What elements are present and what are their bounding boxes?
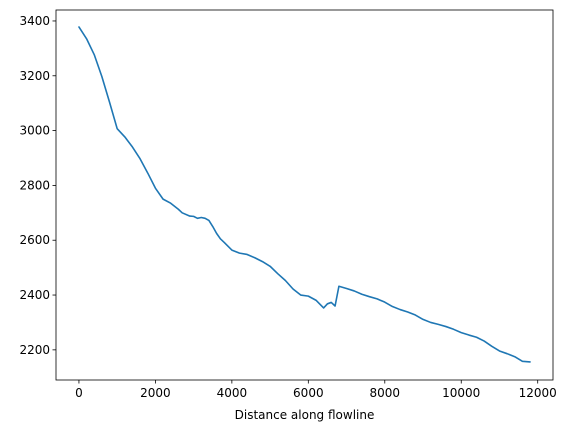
x-tick-label: 8000 (370, 386, 401, 400)
x-axis-ticks: 0 2000 4000 6000 8000 10000 12000 (75, 380, 557, 400)
y-tick-label: 2400 (19, 288, 50, 302)
series-line-0 (78, 26, 531, 363)
x-tick-label: 12000 (519, 386, 557, 400)
axes-frame (55, 9, 554, 381)
y-tick-label: 2800 (19, 178, 50, 192)
x-tick-label: 6000 (293, 386, 324, 400)
y-tick-label: 2200 (19, 343, 50, 357)
y-axis-ticks: 2200 2400 2600 2800 3000 3200 3400 (19, 14, 56, 357)
y-tick-label: 2600 (19, 233, 50, 247)
plot-area (55, 9, 554, 381)
x-axis-label: Distance along flowline (235, 408, 375, 422)
y-tick-label: 3400 (19, 14, 50, 28)
y-tick-label: 3000 (19, 124, 50, 138)
x-tick-label: 4000 (217, 386, 248, 400)
y-tick-label: 3200 (19, 69, 50, 83)
x-tick-label: 0 (75, 386, 83, 400)
x-tick-label: 10000 (442, 386, 480, 400)
x-tick-label: 2000 (140, 386, 171, 400)
